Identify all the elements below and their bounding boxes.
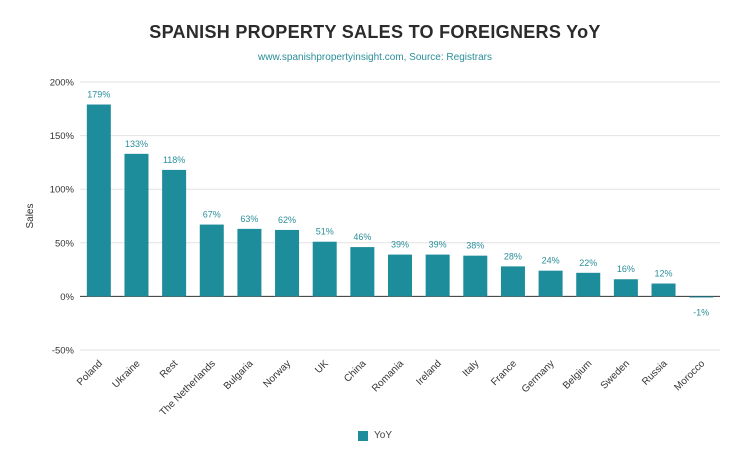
bar (576, 272, 601, 297)
bar (124, 153, 149, 297)
data-label: 133% (125, 139, 148, 149)
x-tick-label: Sweden (599, 358, 632, 391)
x-tick-label: Romania (370, 358, 406, 394)
x-tick-label: Ukraine (110, 358, 142, 390)
bar (275, 229, 300, 297)
bar (613, 279, 638, 297)
bar (312, 241, 337, 297)
data-label: 38% (466, 241, 484, 251)
bar (538, 270, 563, 297)
data-label: 51% (316, 227, 334, 237)
y-tick-label: 150% (50, 131, 75, 142)
bar (689, 296, 714, 298)
y-axis-title: Sales (25, 203, 36, 228)
chart-title: SPANISH PROPERTY SALES TO FOREIGNERS YoY (149, 22, 601, 42)
x-tick-label: China (342, 358, 369, 385)
data-label: 67% (203, 210, 221, 220)
legend: YoY (0, 430, 750, 441)
y-tick-label: 50% (55, 238, 75, 249)
x-tick-label: Bulgaria (222, 358, 256, 392)
bar (388, 254, 412, 297)
data-label: 46% (353, 232, 371, 242)
chart-subtitle: www.spanishpropertyinsight.com, Source: … (258, 52, 492, 63)
data-label: 12% (655, 269, 673, 279)
data-label: 39% (391, 240, 409, 250)
data-label: 24% (542, 256, 560, 266)
bar (199, 224, 224, 297)
legend-swatch (358, 430, 368, 441)
bar (425, 254, 450, 297)
y-tick-label: 100% (50, 185, 75, 196)
y-tick-label: 0% (60, 292, 74, 303)
x-tick-label: Italy (461, 358, 482, 379)
x-tick-label: France (489, 358, 519, 388)
data-label: 63% (240, 214, 258, 224)
data-label: -1% (693, 307, 709, 317)
data-label: 22% (579, 258, 597, 268)
x-tick-label: Belgium (561, 358, 594, 391)
bar (237, 228, 262, 297)
x-tick-label: Germany (520, 358, 557, 395)
data-label: 16% (617, 264, 635, 274)
bar (463, 255, 488, 297)
bar (350, 247, 375, 297)
y-tick-label: -50% (52, 346, 75, 357)
x-tick-label: Ireland (414, 358, 443, 387)
data-label: 62% (278, 215, 296, 225)
bar (86, 104, 111, 297)
data-label: 39% (429, 240, 447, 250)
x-tick-label: Rest (158, 358, 180, 380)
data-label: 118% (163, 155, 185, 165)
x-tick-label: Morocco (672, 358, 707, 393)
x-tick-label: Norway (261, 358, 293, 390)
bar (500, 266, 525, 297)
x-tick-label: Poland (75, 358, 105, 388)
data-label: 179% (87, 90, 110, 100)
bar (162, 169, 187, 297)
bar (651, 283, 676, 297)
x-tick-label: UK (313, 358, 331, 376)
x-tick-label: Russia (640, 358, 670, 388)
data-label: 28% (504, 251, 522, 261)
y-tick-label: 200% (50, 78, 75, 89)
legend-label: YoY (374, 430, 392, 441)
